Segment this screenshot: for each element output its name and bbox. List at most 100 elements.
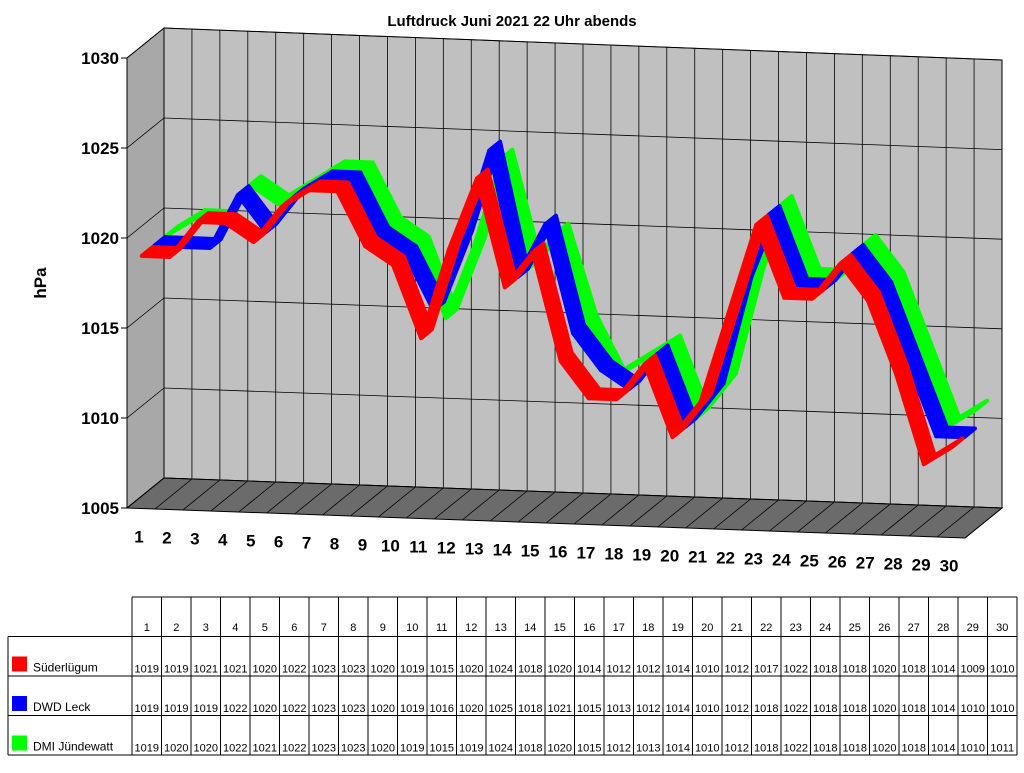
table-cell: 1022	[784, 664, 808, 676]
table-header-cell: 8	[350, 622, 356, 634]
legend-label: DMI Jündewatt	[33, 740, 114, 754]
table-cell: 1020	[253, 703, 277, 715]
table-cell: 1018	[813, 703, 837, 715]
table-cell: 1013	[607, 703, 631, 715]
data-table: 1 2 3 4 5 6 7 8 9 10 11 12 13 14 15 16 17 18 19 20 21 22 23 24 2…	[7, 596, 1018, 756]
grid-line-floor	[154, 478, 193, 510]
x-tick-label: 1	[134, 528, 143, 547]
table-cell: 1014	[931, 703, 955, 715]
table-header-cell: 23	[790, 622, 802, 634]
table-cell: 1018	[754, 703, 778, 715]
grid-line-floor	[741, 499, 779, 531]
grid-line-floor	[657, 496, 695, 528]
table-header-cell: 26	[878, 622, 890, 634]
legend-swatch	[12, 735, 27, 751]
table-cell: 1010	[695, 743, 719, 755]
table-header-cell: 5	[262, 622, 268, 634]
table-cell: 1018	[902, 664, 926, 676]
table-cell: 1013	[636, 743, 660, 755]
table-cell: 1021	[223, 664, 247, 676]
table-cell: 1019	[164, 703, 188, 715]
table-cell: 1022	[223, 703, 247, 715]
table-cell: 1010	[990, 703, 1014, 715]
table-header-cell: 3	[203, 622, 209, 634]
table-cell: 1018	[902, 743, 926, 755]
table-cell: 1016	[430, 703, 454, 715]
table-cell: 1018	[754, 743, 778, 755]
table-header-cell: 30	[996, 622, 1008, 634]
grid-line-floor	[573, 493, 612, 525]
grid-line-horizontal	[163, 27, 1003, 61]
table-cell: 1020	[872, 743, 896, 755]
grid-line-side	[126, 27, 165, 59]
table-cell: 1022	[784, 703, 808, 715]
table-cell: 1014	[577, 664, 601, 676]
grid-line-floor	[322, 484, 360, 516]
x-tick-label: 9	[358, 536, 367, 555]
table-cell: 1012	[725, 703, 749, 715]
x-tick-label: 5	[246, 532, 255, 551]
grid-line-side	[126, 117, 165, 149]
table-cell: 1019	[194, 703, 218, 715]
table-cell: 1014	[931, 664, 955, 676]
table-header-cell: 7	[321, 622, 327, 634]
table-header-cell: 13	[495, 622, 507, 634]
grid-line-floor	[378, 486, 416, 518]
grid-line-floor	[964, 507, 1003, 539]
table-header-cell: 11	[436, 622, 447, 634]
x-tick-label: 30	[940, 557, 959, 576]
legend-swatch	[12, 656, 27, 672]
x-tick-label: 19	[632, 546, 651, 565]
x-tick-label: 12	[437, 539, 456, 558]
x-tick-label: 21	[688, 548, 707, 567]
grid-line-floor	[601, 494, 640, 526]
table-cell: 1020	[548, 743, 572, 755]
x-tick-label: 10	[381, 537, 400, 556]
legend-label: DWD Leck	[33, 700, 91, 714]
table-cell: 1021	[548, 703, 572, 715]
series-ribbons	[139, 139, 990, 467]
table-header-cell: 12	[465, 622, 477, 634]
table-cell: 1010	[990, 664, 1014, 676]
table-cell: 1015	[430, 743, 454, 755]
x-tick-label: 25	[800, 552, 819, 571]
table-header-cell: 18	[642, 622, 654, 634]
table-cell: 1012	[636, 703, 660, 715]
table-cell: 1009	[961, 664, 985, 676]
table-cell: 1023	[312, 664, 336, 676]
table-cell: 1010	[695, 664, 719, 676]
table-cell: 1010	[961, 703, 985, 715]
table-cell: 1022	[282, 743, 306, 755]
table-header-cell: 29	[967, 622, 979, 634]
y-axis-label: hPa	[31, 267, 50, 299]
table-cell: 1024	[489, 743, 513, 755]
table-header-cell: 24	[819, 622, 831, 634]
table-cell: 1014	[666, 664, 690, 676]
table-cell: 1023	[312, 743, 336, 755]
x-tick-label: 16	[549, 543, 568, 562]
table-cell: 1012	[636, 664, 660, 676]
x-tick-label: 26	[828, 553, 847, 572]
y-tick-label: 1030	[81, 49, 119, 68]
table-header-cell: 21	[731, 622, 743, 634]
table-cell: 1012	[607, 664, 631, 676]
table-cell: 1020	[872, 664, 896, 676]
x-tick-label: 28	[884, 555, 903, 574]
table-cell: 1021	[253, 743, 277, 755]
table-cell: 1020	[371, 703, 395, 715]
table-cell: 1020	[371, 664, 395, 676]
grid-line-floor	[908, 505, 947, 537]
grid-line-side	[126, 297, 165, 329]
grid-line-horizontal	[163, 117, 1003, 150]
table-header-cell: 9	[380, 622, 386, 634]
grid-line-side	[126, 477, 165, 509]
table-cell: 1019	[459, 743, 483, 755]
table-header-cell: 4	[232, 622, 238, 634]
table-cell: 1012	[607, 743, 631, 755]
x-tick-label: 22	[716, 549, 735, 568]
table-header-cell: 10	[406, 622, 418, 634]
x-tick-label: 3	[190, 530, 199, 549]
table-cell: 1018	[843, 703, 867, 715]
x-tick-label: 18	[604, 545, 623, 564]
table-cell: 1023	[341, 703, 365, 715]
